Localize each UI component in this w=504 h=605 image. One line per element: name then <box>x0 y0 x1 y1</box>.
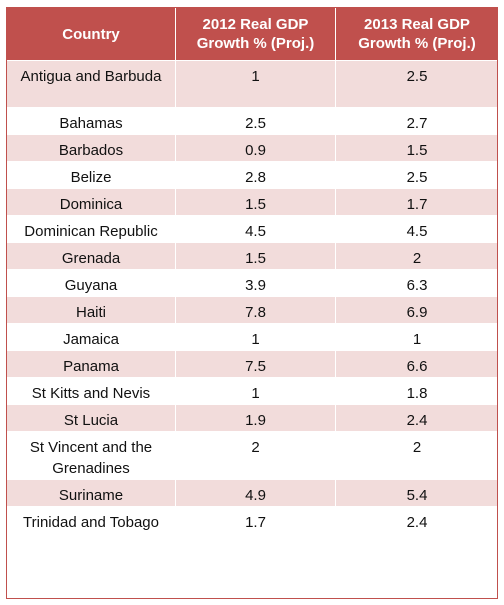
gdp-2012-cell: 2 <box>175 431 336 480</box>
table-row: St Kitts and Nevis 1 1.8 <box>6 377 499 405</box>
gdp-2012-cell: 7.8 <box>175 296 336 324</box>
country-cell: Suriname <box>6 479 176 507</box>
gdp-2012-cell: 2.8 <box>175 161 336 189</box>
table-body: Antigua and Barbuda 1 2.5 Bahamas 2.5 2.… <box>6 60 499 554</box>
table-header: Country 2012 Real GDP Growth % (Proj.) 2… <box>6 7 499 61</box>
country-cell: Bahamas <box>6 107 176 135</box>
gdp-2013-cell: 1.5 <box>335 134 499 162</box>
country-cell: Guyana <box>6 269 176 297</box>
country-cell: Dominica <box>6 188 176 216</box>
gdp-2013-cell: 1.8 <box>335 377 499 405</box>
country-cell: St Vincent and the Grenadines <box>6 431 176 480</box>
gdp-2012-cell: 1 <box>175 323 336 351</box>
gdp-2013-cell: 2 <box>335 431 499 480</box>
gdp-2013-cell: 2.5 <box>335 161 499 189</box>
table-row: Jamaica 1 1 <box>6 323 499 351</box>
gdp-2013-cell: 6.9 <box>335 296 499 324</box>
gdp-2012-cell: 1.9 <box>175 404 336 432</box>
header-row: Country 2012 Real GDP Growth % (Proj.) 2… <box>6 7 499 61</box>
header-gdp-2012: 2012 Real GDP Growth % (Proj.) <box>175 7 336 61</box>
gdp-2012-cell: 7.5 <box>175 350 336 378</box>
gdp-2013-cell: 2 <box>335 242 499 270</box>
table-row: St Lucia 1.9 2.4 <box>6 404 499 432</box>
country-cell: Barbados <box>6 134 176 162</box>
gdp-2013-cell: 6.6 <box>335 350 499 378</box>
table-row: Dominican Republic 4.5 4.5 <box>6 215 499 243</box>
gdp-2013-cell: 1.7 <box>335 188 499 216</box>
gdp-2012-cell: 1 <box>175 60 336 108</box>
gdp-2012-cell: 4.5 <box>175 215 336 243</box>
country-cell: Grenada <box>6 242 176 270</box>
gdp-2013-cell: 2.5 <box>335 60 499 108</box>
gdp-2013-cell: 6.3 <box>335 269 499 297</box>
country-cell: Trinidad and Tobago <box>6 506 176 554</box>
gdp-growth-table: Country 2012 Real GDP Growth % (Proj.) 2… <box>6 7 499 554</box>
table-row: Bahamas 2.5 2.7 <box>6 107 499 135</box>
table-row: Barbados 0.9 1.5 <box>6 134 499 162</box>
gdp-2012-cell: 1 <box>175 377 336 405</box>
table-row: Grenada 1.5 2 <box>6 242 499 270</box>
gdp-2012-cell: 0.9 <box>175 134 336 162</box>
table-row: Haiti 7.8 6.9 <box>6 296 499 324</box>
gdp-2012-cell: 1.5 <box>175 242 336 270</box>
header-country: Country <box>6 7 176 61</box>
gdp-2013-cell: 2.4 <box>335 506 499 554</box>
gdp-2012-cell: 1.7 <box>175 506 336 554</box>
table-row: Trinidad and Tobago 1.7 2.4 <box>6 506 499 554</box>
country-cell: Antigua and Barbuda <box>6 60 176 108</box>
table-row: Belize 2.8 2.5 <box>6 161 499 189</box>
table-row: Suriname 4.9 5.4 <box>6 479 499 507</box>
gdp-2012-cell: 4.9 <box>175 479 336 507</box>
table-row: Antigua and Barbuda 1 2.5 <box>6 60 499 108</box>
header-gdp-2013: 2013 Real GDP Growth % (Proj.) <box>335 7 499 61</box>
gdp-2012-cell: 3.9 <box>175 269 336 297</box>
table-row: St Vincent and the Grenadines 2 2 <box>6 431 499 480</box>
gdp-2013-cell: 1 <box>335 323 499 351</box>
gdp-2013-cell: 4.5 <box>335 215 499 243</box>
country-cell: Belize <box>6 161 176 189</box>
country-cell: St Lucia <box>6 404 176 432</box>
table-row: Dominica 1.5 1.7 <box>6 188 499 216</box>
gdp-2012-cell: 2.5 <box>175 107 336 135</box>
gdp-2013-cell: 5.4 <box>335 479 499 507</box>
country-cell: Panama <box>6 350 176 378</box>
gdp-2012-cell: 1.5 <box>175 188 336 216</box>
table-row: Panama 7.5 6.6 <box>6 350 499 378</box>
gdp-2013-cell: 2.7 <box>335 107 499 135</box>
country-cell: Haiti <box>6 296 176 324</box>
table-row: Guyana 3.9 6.3 <box>6 269 499 297</box>
country-cell: St Kitts and Nevis <box>6 377 176 405</box>
country-cell: Dominican Republic <box>6 215 176 243</box>
country-cell: Jamaica <box>6 323 176 351</box>
gdp-2013-cell: 2.4 <box>335 404 499 432</box>
